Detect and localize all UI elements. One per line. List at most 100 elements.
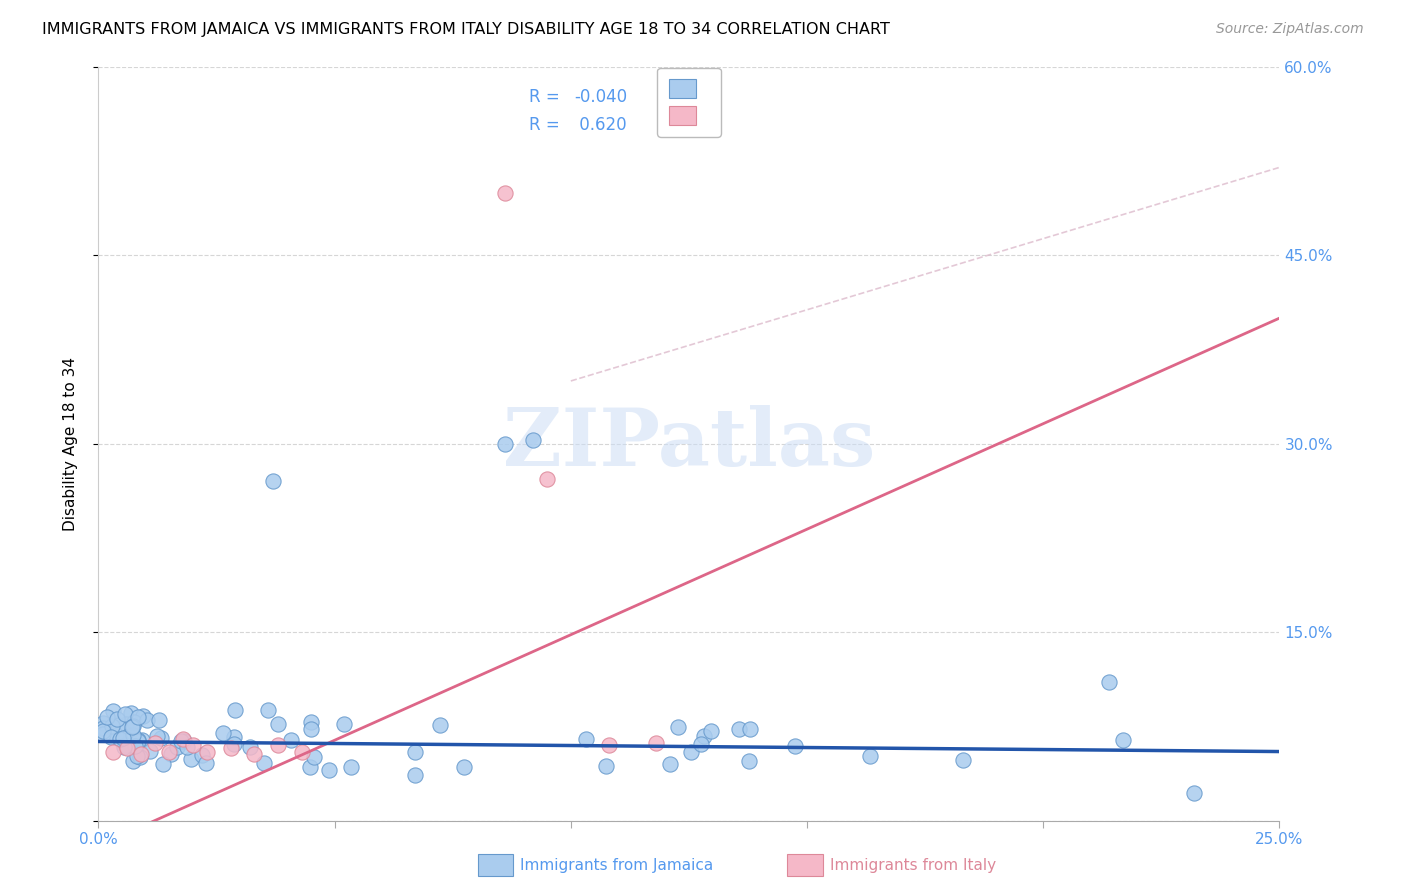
Point [103,704,125,718]
Point [679,745,702,759]
Point [253,756,276,770]
Point [160,747,183,761]
Text: N =: N = [657,116,695,134]
Point [1112,732,1135,747]
Point [290,745,312,759]
Point [150,731,173,745]
Point [224,731,246,745]
Text: IMMIGRANTS FROM JAMAICA VS IMMIGRANTS FROM ITALY DISABILITY AGE 18 TO 34 CORRELA: IMMIGRANTS FROM JAMAICA VS IMMIGRANTS FR… [42,22,890,37]
Point [257,702,280,716]
Point [404,767,426,781]
Point [105,712,128,726]
Point [101,745,124,759]
Point [267,739,290,753]
Point [239,739,262,754]
Point [176,739,198,754]
Point [339,760,361,774]
Point [148,713,170,727]
Point [280,732,302,747]
Point [659,757,682,772]
Point [91,721,114,735]
Point [152,757,174,772]
Point [146,729,169,743]
Text: Immigrants from Italy: Immigrants from Italy [830,858,995,872]
Point [166,739,188,754]
Point [181,739,204,753]
Point [122,719,145,733]
Point [219,740,242,755]
Point [112,740,135,755]
Point [859,748,882,763]
Point [170,733,193,747]
Point [101,718,124,732]
Point [595,758,617,772]
Text: N =: N = [657,88,695,106]
Point [494,437,516,451]
Point [668,720,690,734]
Point [96,709,118,723]
Point [100,730,122,744]
Point [243,747,266,761]
Point [127,733,149,747]
Point [115,740,138,755]
Point [135,714,157,728]
Point [114,717,136,731]
Point [299,715,322,730]
Text: R =: R = [530,88,565,106]
Point [121,728,143,742]
Point [224,737,246,751]
Point [122,715,145,730]
Point [952,753,974,767]
Point [124,739,146,753]
Point [522,433,544,447]
Point [318,763,340,777]
Point [127,733,149,747]
Point [700,724,723,739]
Text: 88: 88 [693,88,713,106]
Point [121,720,143,734]
Point [139,744,162,758]
Point [302,750,325,764]
Point [224,703,246,717]
Point [125,749,148,764]
Point [121,754,143,768]
Point [536,472,558,486]
Point [129,749,152,764]
Text: R =: R = [530,116,565,134]
Point [143,736,166,750]
Point [127,710,149,724]
Point [785,739,807,753]
Point [1184,786,1206,800]
Point [120,706,142,720]
Point [172,731,194,746]
Text: Source: ZipAtlas.com: Source: ZipAtlas.com [1216,22,1364,37]
Point [114,706,136,721]
Point [728,722,751,736]
Point [108,731,131,746]
Point [180,752,202,766]
Point [91,716,114,731]
Point [266,716,288,731]
Text: 0.620: 0.620 [575,116,627,134]
Point [598,739,620,753]
Point [738,722,761,736]
Point [212,726,235,740]
Point [173,733,195,747]
Point [1098,675,1121,690]
Point [91,723,114,738]
Point [299,723,322,737]
Point [195,745,218,759]
Point [132,709,155,723]
Point [114,738,136,752]
Point [299,760,322,774]
Point [105,727,128,741]
Point [738,754,761,768]
Y-axis label: Disability Age 18 to 34: Disability Age 18 to 34 [63,357,77,531]
Point [693,729,716,743]
Text: Immigrants from Jamaica: Immigrants from Jamaica [520,858,713,872]
Point [644,736,666,750]
Point [91,727,114,741]
Point [262,475,284,489]
Text: -0.040: -0.040 [575,88,627,106]
Point [112,731,135,745]
